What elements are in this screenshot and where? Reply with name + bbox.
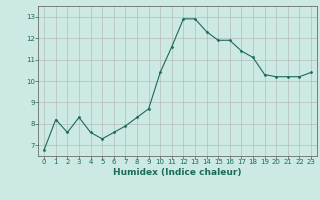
- X-axis label: Humidex (Indice chaleur): Humidex (Indice chaleur): [113, 168, 242, 177]
